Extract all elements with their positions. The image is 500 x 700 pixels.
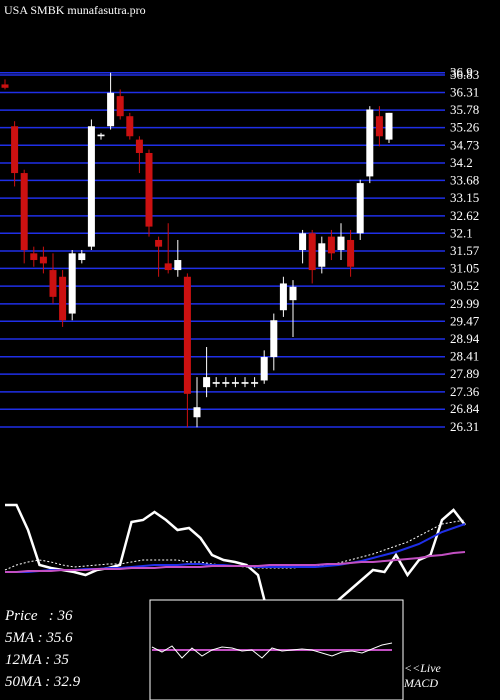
y-tick-label: 27.89	[450, 366, 479, 381]
candle-body	[30, 253, 38, 261]
candle-body	[193, 407, 201, 418]
candle-body	[308, 233, 316, 271]
candle-body	[356, 183, 364, 234]
candle-body	[116, 96, 124, 117]
candle-body	[212, 382, 220, 384]
y-tick-label: 36.31	[450, 84, 479, 99]
y-tick-label: 32.1	[450, 225, 473, 240]
y-tick-label: 32.62	[450, 208, 479, 223]
candle-body	[174, 260, 182, 271]
candle-body	[327, 236, 335, 254]
y-tick-label: 31.05	[450, 260, 479, 275]
candle-body	[49, 270, 57, 297]
y-tick-label: 28.41	[450, 349, 479, 364]
macd-line	[151, 642, 393, 659]
candle-body	[279, 283, 287, 311]
y-tick-label: 27.36	[450, 384, 480, 399]
y-tick-label: 26.31	[450, 419, 479, 434]
candle-body	[385, 112, 393, 140]
stat: 50MA : 32.9	[5, 674, 81, 690]
y-tick-label: 29.99	[450, 296, 479, 311]
candle-body	[318, 243, 326, 267]
candle-body	[375, 116, 383, 137]
candle-body	[203, 377, 211, 388]
y-tick-label: 35.78	[450, 102, 479, 117]
candle-body	[289, 286, 297, 301]
candle-body	[68, 253, 76, 314]
y-tick-label: 31.57	[450, 243, 480, 258]
chart-title: USA SMBK munafasutra.pro	[4, 3, 146, 17]
candle-body	[222, 382, 230, 384]
indicator-line	[5, 503, 466, 600]
y-tick-label: 35.26	[450, 120, 480, 135]
y-tick-label: 36.9	[450, 65, 473, 80]
indicator-line	[5, 551, 466, 573]
candle-body	[78, 253, 86, 261]
stat: 5MA : 35.6	[5, 630, 73, 646]
y-tick-label: 33.15	[450, 190, 479, 205]
candle-body	[183, 276, 191, 394]
y-tick-label: 36.83	[450, 67, 479, 82]
stat: 12MA : 35	[5, 652, 69, 668]
candle-body	[155, 239, 163, 247]
candle-body	[241, 382, 249, 384]
y-tick-label: 30.52	[450, 278, 479, 293]
y-tick-label: 26.84	[450, 401, 480, 416]
candle-body	[231, 382, 239, 384]
candle-body	[270, 320, 278, 358]
y-tick-label: 28.94	[450, 331, 480, 346]
indicator-line	[5, 523, 466, 573]
candle-body	[251, 382, 259, 384]
candle-body	[1, 84, 9, 88]
candle-body	[135, 139, 143, 153]
candle-body	[97, 134, 105, 137]
y-tick-label: 29.47	[450, 313, 480, 328]
candle-body	[145, 152, 153, 227]
y-tick-label: 34.73	[450, 137, 479, 152]
stat: Price : 36	[4, 608, 73, 624]
candle-body	[126, 116, 134, 137]
candle-body	[59, 276, 67, 321]
y-tick-label: 33.68	[450, 172, 479, 187]
candle-body	[366, 109, 374, 177]
macd-label-part: MACD	[403, 676, 438, 690]
candle-body	[299, 233, 307, 250]
macd-label-part: <<Live	[404, 661, 442, 675]
candle-body	[87, 126, 95, 247]
candle-body	[39, 256, 47, 264]
candle-body	[11, 126, 19, 174]
candle-body	[107, 92, 115, 127]
candle-body	[164, 263, 172, 271]
y-tick-label: 34.2	[450, 155, 473, 170]
candle-body	[347, 239, 355, 267]
candle-body	[20, 173, 28, 250]
candle-body	[260, 357, 268, 381]
macd-label: <<Live MACD	[403, 661, 442, 690]
candle-body	[337, 236, 345, 250]
